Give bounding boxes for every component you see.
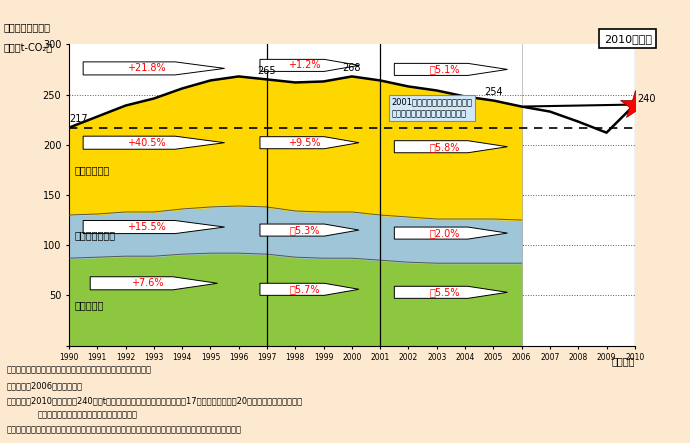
Text: －5.3%: －5.3% — [289, 225, 319, 235]
Text: （注）１　その他輸送機関：バス、タクシー、鉄道、船舶、航空: （注）１ その他輸送機関：バス、タクシー、鉄道、船舶、航空 — [7, 365, 152, 374]
Text: +40.5%: +40.5% — [127, 138, 166, 148]
Polygon shape — [83, 221, 225, 233]
Text: 254: 254 — [484, 86, 502, 97]
Text: る対策上位ケースの数値である。: る対策上位ケースの数値である。 — [38, 411, 138, 420]
Text: +21.8%: +21.8% — [127, 63, 166, 74]
Polygon shape — [394, 286, 508, 298]
Text: 自家用乗用車: 自家用乗用車 — [75, 165, 110, 175]
Text: （年度）: （年度） — [611, 357, 635, 367]
Polygon shape — [260, 137, 359, 149]
Text: 268: 268 — [343, 63, 361, 74]
Text: ３　2010年目標値（240百万t）は京都議定書目標達成計画（平成17年４月閣議決定、20年３月全面改定）におけ: ３ 2010年目標値（240百万t）は京都議定書目標達成計画（平成17年４月閣議… — [7, 396, 303, 405]
Text: 資料）国立環境研究所温室効果ガスインベントリオフィス「日本の温室効果ガス排出量データ」より作成: 資料）国立環境研究所温室効果ガスインベントリオフィス「日本の温室効果ガス排出量デ… — [7, 425, 242, 434]
Polygon shape — [260, 224, 359, 236]
Text: その他輸送機関: その他輸送機関 — [75, 230, 116, 240]
Text: 二酸化炭素排出量: 二酸化炭素排出量 — [3, 22, 50, 32]
Text: －2.0%: －2.0% — [430, 228, 460, 238]
Polygon shape — [260, 59, 359, 71]
Polygon shape — [83, 62, 225, 75]
Text: －5.1%: －5.1% — [430, 64, 460, 74]
Text: 240: 240 — [638, 93, 656, 104]
Polygon shape — [394, 141, 508, 153]
Polygon shape — [90, 277, 217, 290]
Text: －5.5%: －5.5% — [430, 288, 460, 297]
Text: －5.8%: －5.8% — [430, 142, 460, 152]
Text: +15.5%: +15.5% — [127, 222, 166, 232]
Text: 貨物自動車: 貨物自動車 — [75, 300, 104, 311]
Text: ２　2006年度は速報値: ２ 2006年度は速報値 — [7, 381, 83, 390]
Polygon shape — [394, 63, 508, 75]
Text: +7.6%: +7.6% — [131, 278, 164, 288]
Text: －5.7%: －5.7% — [289, 284, 319, 294]
Polygon shape — [394, 227, 508, 239]
Text: 265: 265 — [258, 66, 276, 77]
Text: 2001年度以降、運輸部門からの
排出量は減少傾向を示している。: 2001年度以降、運輸部門からの 排出量は減少傾向を示している。 — [391, 97, 473, 118]
Text: +9.5%: +9.5% — [288, 138, 321, 148]
Text: +1.2%: +1.2% — [288, 60, 321, 70]
Text: 217: 217 — [69, 113, 88, 124]
Polygon shape — [260, 283, 359, 295]
Text: （百万t-CO₂）: （百万t-CO₂） — [3, 42, 52, 52]
Text: 2010年目標: 2010年目標 — [604, 34, 652, 44]
Polygon shape — [83, 136, 225, 149]
